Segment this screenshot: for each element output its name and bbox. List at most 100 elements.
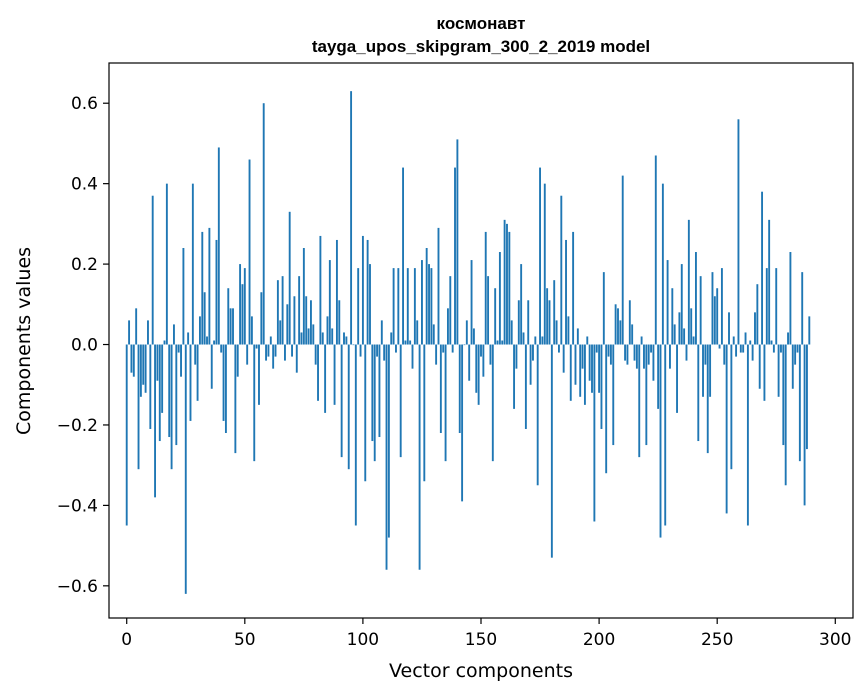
bar-126 <box>423 344 426 482</box>
bar-128 <box>428 264 430 345</box>
bar-238 <box>687 219 690 345</box>
bar-141 <box>458 344 461 433</box>
bar-63 <box>274 344 277 357</box>
bar-18 <box>168 344 171 438</box>
bar-117 <box>402 167 404 345</box>
bar-195 <box>586 336 589 345</box>
bar-179 <box>548 300 551 345</box>
bar-207 <box>614 304 617 345</box>
bar-254 <box>725 344 728 514</box>
bar-125 <box>421 260 423 345</box>
bar-89 <box>335 239 338 345</box>
bar-144 <box>465 320 468 345</box>
bar-146 <box>470 260 473 345</box>
bar-231 <box>671 288 674 345</box>
bar-272 <box>768 219 771 345</box>
bar-93 <box>345 336 348 345</box>
bar-24 <box>182 248 185 345</box>
bar-133 <box>439 344 442 433</box>
bar-160 <box>503 219 506 345</box>
bar-109 <box>383 344 386 361</box>
bar-213 <box>628 300 631 345</box>
bar-274 <box>772 344 775 353</box>
bar-4 <box>135 308 138 345</box>
bar-249 <box>713 296 716 345</box>
bar-183 <box>558 344 560 353</box>
bar-287 <box>803 344 806 506</box>
bar-289 <box>808 316 811 345</box>
bar-175 <box>539 167 541 345</box>
bar-189 <box>572 231 575 345</box>
bar-134 <box>442 344 445 353</box>
bar-11 <box>151 195 154 345</box>
bar-65 <box>279 320 282 345</box>
bar-59 <box>265 344 268 361</box>
bar-61 <box>269 336 272 345</box>
bar-153 <box>487 276 490 345</box>
bar-78 <box>310 300 312 345</box>
bar-263 <box>746 344 749 526</box>
bar-140 <box>456 139 459 345</box>
bar-203 <box>605 344 608 474</box>
bar-116 <box>399 344 402 458</box>
bar-245 <box>704 344 707 365</box>
bar-27 <box>189 344 192 421</box>
bar-205 <box>609 344 612 365</box>
bar-182 <box>555 320 558 345</box>
bar-19 <box>170 344 173 470</box>
bar-51 <box>246 344 249 365</box>
bar-30 <box>196 344 199 401</box>
bar-90 <box>338 300 341 345</box>
bar-236 <box>683 328 686 345</box>
bar-178 <box>546 288 549 345</box>
x-tick-label-100: 100 <box>347 630 379 650</box>
bar-13 <box>156 344 159 381</box>
y-axis-label: Components values <box>13 247 35 435</box>
bar-101 <box>364 344 367 482</box>
bar-188 <box>569 344 572 401</box>
bar-32 <box>201 231 204 345</box>
bar-244 <box>702 344 704 397</box>
bar-95 <box>350 91 353 345</box>
bar-155 <box>491 344 494 462</box>
bar-218 <box>640 336 643 345</box>
bar-258 <box>735 344 738 357</box>
bar-110 <box>385 344 388 570</box>
bar-143 <box>463 344 466 346</box>
bar-197 <box>591 344 593 393</box>
bar-47 <box>236 344 239 377</box>
bar-16 <box>163 340 166 345</box>
bar-107 <box>378 344 381 438</box>
bar-156 <box>494 288 497 345</box>
bar-127 <box>425 248 428 345</box>
bar-99 <box>359 344 362 357</box>
bar-42 <box>224 344 227 433</box>
bar-72 <box>295 344 298 373</box>
y-tick-label-0: −0.6 <box>57 577 98 597</box>
bar-239 <box>690 308 693 345</box>
bar-226 <box>659 344 662 538</box>
bar-262 <box>744 332 747 345</box>
bar-250 <box>716 288 719 345</box>
bar-94 <box>347 344 350 470</box>
bar-214 <box>631 324 634 345</box>
bar-251 <box>718 344 721 349</box>
bar-12 <box>154 344 156 498</box>
bar-57 <box>260 292 263 345</box>
bar-75 <box>302 248 305 345</box>
bar-159 <box>501 340 504 345</box>
bar-5 <box>137 344 140 470</box>
x-tick-label-0: 0 <box>121 630 132 650</box>
bar-198 <box>593 344 596 522</box>
bar-152 <box>484 231 487 345</box>
bar-52 <box>248 159 251 345</box>
bar-243 <box>699 276 702 345</box>
bar-121 <box>411 344 414 369</box>
y-tick-label-4: 0.2 <box>71 255 98 275</box>
bar-228 <box>664 344 667 526</box>
bar-148 <box>475 344 478 393</box>
bar-164 <box>513 344 516 409</box>
bar-142 <box>461 344 464 502</box>
bar-106 <box>376 344 379 357</box>
bar-38 <box>215 239 218 345</box>
